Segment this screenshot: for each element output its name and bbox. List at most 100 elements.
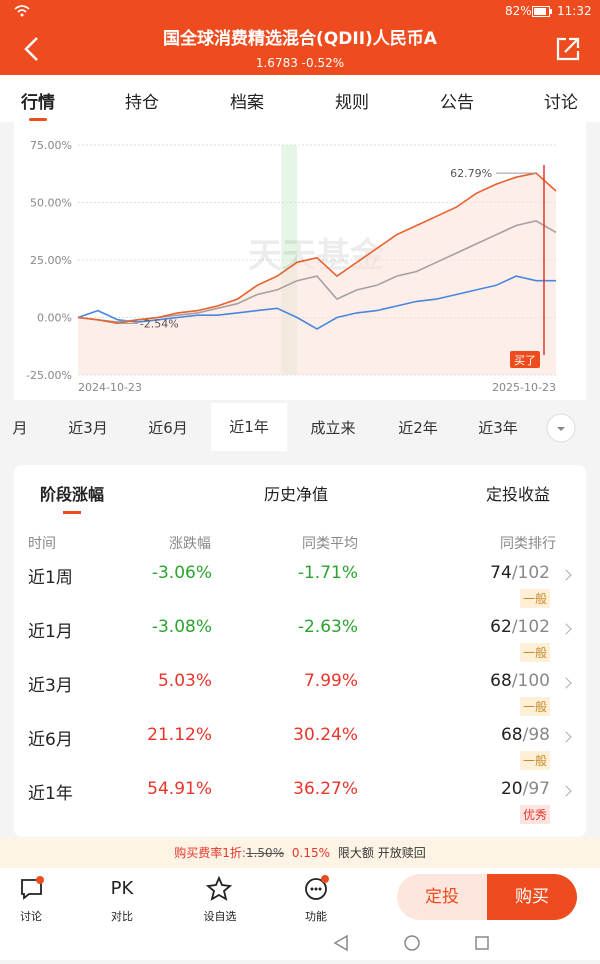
nav-item[interactable]: 功能 — [305, 910, 327, 923]
section-tab[interactable]: 定投收益 — [486, 485, 551, 504]
rank-value: 62 — [490, 617, 512, 637]
y-tick-label: -25.00% — [26, 369, 72, 382]
table-header: 时间 — [28, 536, 56, 552]
change-cell: 5.03% — [157, 671, 212, 691]
chevron — [560, 677, 572, 689]
period-tab[interactable]: 近3月 — [68, 419, 108, 437]
rank-total: 102 — [512, 563, 550, 583]
annotation: -2.54% — [140, 317, 179, 330]
period-tab[interactable]: 近3年 — [478, 419, 518, 437]
area-fill — [78, 173, 556, 375]
period-tabs: 月 近3月 近6月 近1年 成立来 近2年 近3年 — [0, 403, 600, 451]
main-tab[interactable]: 持仓 — [125, 93, 159, 113]
back-button[interactable] — [22, 36, 42, 62]
bottom-nav: 讨论 PK 对比 设自选 功能 定投 购买 — [0, 868, 600, 926]
period-cell: 近1周 — [28, 568, 73, 588]
y-tick-label: 0.00% — [37, 312, 72, 325]
main-tab[interactable]: 规则 — [335, 93, 369, 113]
x-label: 2024-10-23 — [78, 381, 142, 394]
battery-icon — [532, 6, 552, 17]
fee-original: 1.50% — [245, 846, 285, 860]
rank-cell[interactable]: 6898 — [501, 725, 550, 745]
period-tab[interactable]: 近1年 — [211, 403, 287, 451]
rank-grade: 一般 — [519, 589, 550, 608]
buy-button[interactable]: 购买 — [487, 874, 577, 920]
section-tab[interactable]: 历史净值 — [264, 485, 329, 504]
buy-marker: 买了 — [514, 354, 536, 367]
chevron — [560, 569, 572, 581]
chevron — [560, 731, 572, 743]
period-tab[interactable]: 成立来 — [310, 419, 356, 437]
function-icon — [305, 875, 329, 900]
change-cell: 54.91% — [147, 779, 212, 799]
main-tab[interactable]: 档案 — [230, 93, 264, 113]
period-cell: 近6月 — [28, 730, 73, 750]
period-cell: 近1年 — [28, 784, 73, 804]
chart: 75.00%50.00%25.00%0.00%-25.00%天天基金62.79%… — [26, 139, 557, 394]
share-button[interactable] — [555, 36, 581, 62]
performance-card: 阶段涨幅 历史净值 定投收益时间 涨跌幅 同类平均 同类排行近1周 -3.06% -1.71%… — [14, 465, 586, 837]
period-cell: 近1月 — [28, 622, 73, 642]
fee-note: 限大额 开放赎回 — [337, 846, 426, 860]
series-line — [77, 172, 557, 325]
battery: 82% — [505, 4, 532, 18]
rank-total: 100 — [512, 671, 550, 691]
system-nav — [0, 926, 600, 960]
rank-grade: 一般 — [519, 751, 550, 770]
y-tick-label: 50.00% — [30, 197, 72, 210]
average-cell: -1.71% — [297, 563, 358, 583]
average-cell: -2.63% — [297, 617, 358, 637]
change-cell: -3.08% — [151, 617, 212, 637]
wifi-icon — [14, 5, 30, 17]
system-buttons — [333, 934, 489, 952]
rank-cell[interactable]: 74102 — [490, 563, 550, 583]
rank-grade: 优秀 — [519, 805, 550, 824]
discuss-icon — [21, 876, 44, 900]
period-cell: 近3月 — [28, 676, 73, 696]
fee-label: 购买费率1折: — [174, 846, 246, 860]
nav-item[interactable]: 设自选 — [203, 910, 237, 923]
header: 82% 11:32 国全球消费精选混合(QDII)人民币A 1.6783 -0.… — [0, 0, 600, 75]
change-cell: -3.06% — [151, 563, 212, 583]
series-line — [77, 275, 556, 330]
main-tab[interactable]: 公告 — [440, 93, 474, 113]
rank-cell[interactable]: 2097 — [501, 779, 550, 799]
annotation: 62.79% — [450, 167, 492, 180]
nav-item[interactable]: 对比 — [111, 910, 133, 923]
rank-total: 97 — [523, 779, 550, 799]
fund-subtitle: 1.6783 -0.52% — [255, 56, 345, 70]
time: 11:32 — [557, 4, 592, 18]
invest-button[interactable]: 定投 — [397, 874, 487, 920]
table-header: 同类排行 — [500, 536, 556, 552]
period-tab[interactable]: 近2年 — [398, 419, 438, 437]
rank-total: 102 — [512, 617, 550, 637]
rank-grade: 一般 — [519, 697, 550, 716]
main-tab[interactable]: 行情 — [21, 88, 55, 121]
watchlist-icon — [206, 876, 233, 901]
x-label: 2025-10-23 — [492, 381, 556, 394]
nav-item[interactable]: 讨论 — [20, 910, 42, 923]
table-header: 涨跌幅 — [169, 536, 211, 552]
table-header: 同类平均 — [302, 536, 358, 552]
change-cell: 21.12% — [147, 725, 212, 745]
chevron — [560, 785, 572, 797]
period-tab[interactable]: 月 — [12, 419, 28, 437]
y-tick-label: 25.00% — [30, 254, 72, 267]
fund-title: 国全球消费精选混合(QDII)人民币A — [163, 29, 437, 49]
y-tick-label: 75.00% — [30, 139, 72, 152]
average-cell: 36.27% — [293, 779, 358, 799]
average-cell: 30.24% — [293, 725, 358, 745]
rank-cell[interactable]: 62102 — [490, 617, 550, 637]
fee-discounted: 0.15% — [291, 846, 331, 860]
nav-icon-text: PK — [110, 878, 134, 899]
rank-cell[interactable]: 68100 — [490, 671, 550, 691]
period-tab[interactable]: 近6月 — [148, 419, 188, 437]
main-tab[interactable]: 讨论 — [544, 93, 578, 113]
rank-value: 68 — [490, 671, 512, 691]
section-tab[interactable]: 阶段涨幅 — [40, 481, 104, 514]
chevron — [560, 623, 572, 635]
rank-value: 68 — [500, 725, 523, 745]
period-dropdown[interactable] — [546, 413, 576, 443]
rank-value: 20 — [500, 779, 523, 799]
main-tabs: 行情 持仓 档案 规则 公告 讨论 — [0, 75, 600, 122]
